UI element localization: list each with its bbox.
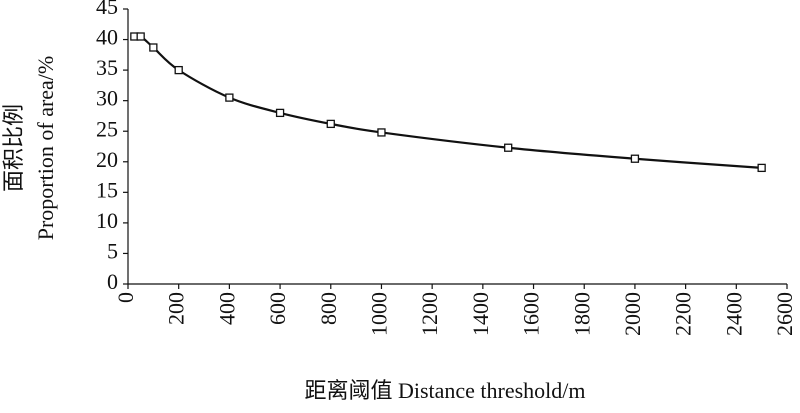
x-axis-label: 距离阈值 Distance threshold/m	[304, 378, 585, 403]
y-tick-label: 25	[96, 116, 118, 141]
y-tick-label: 0	[107, 269, 118, 294]
x-tick-label: 200	[164, 292, 189, 325]
marker	[136, 32, 145, 41]
marker	[225, 93, 234, 102]
y-tick-label: 10	[96, 208, 118, 233]
y-tick-label: 15	[96, 177, 118, 202]
y-tick-label: 5	[107, 238, 118, 263]
line	[134, 34, 762, 169]
y-tick-label: 45	[96, 0, 118, 19]
x-tick-label: 400	[214, 292, 239, 325]
marker	[174, 65, 183, 75]
marker	[275, 108, 285, 118]
marker	[757, 163, 766, 173]
y-tick-label: 20	[96, 147, 118, 172]
marker	[377, 128, 386, 137]
x-tick-label: 2400	[721, 292, 746, 336]
x-tick-label: 600	[265, 292, 290, 325]
x-tick-label: 1600	[519, 292, 544, 336]
x-tick-label: 2200	[671, 292, 696, 336]
marker	[326, 119, 335, 129]
marker	[149, 43, 158, 52]
y-tick-label: 40	[96, 25, 118, 50]
x-tick-label: 800	[316, 292, 341, 325]
x-tick-label: 1400	[468, 292, 493, 336]
x-tick-label: 2000	[620, 292, 645, 336]
x-tick-label: 2600	[772, 292, 797, 336]
x-tick-label: 1800	[569, 292, 594, 336]
x-tick-label: 0	[113, 292, 138, 303]
x-tick-label: 1200	[417, 292, 442, 336]
y-axis-label: Proportion of area/%	[33, 56, 58, 241]
y-axis-label: 面积比例	[1, 104, 26, 192]
marker	[504, 143, 513, 152]
y-tick-label: 35	[96, 55, 118, 80]
marker	[630, 154, 640, 163]
y-tick-label: 30	[96, 86, 118, 111]
x-tick-label: 1000	[367, 292, 392, 336]
